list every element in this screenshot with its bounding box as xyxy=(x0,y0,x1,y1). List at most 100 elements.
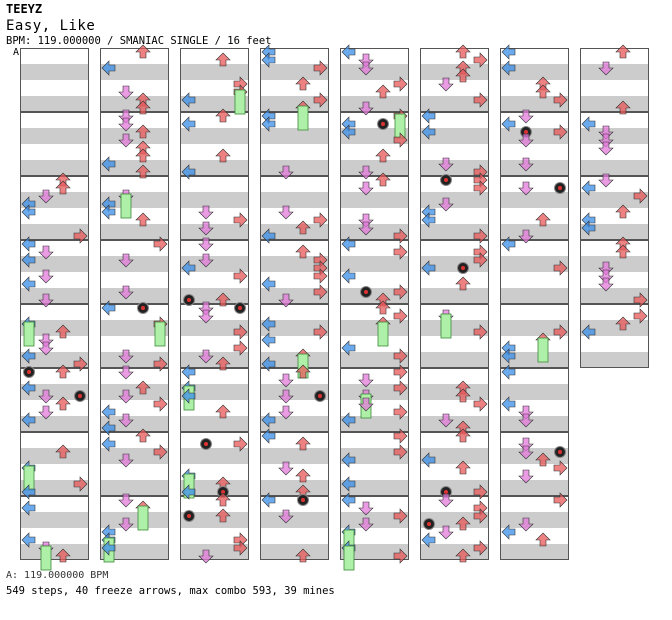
beat-band xyxy=(180,176,249,192)
beat-band xyxy=(100,144,169,160)
right-arrow-icon xyxy=(313,268,328,284)
up-arrow-icon xyxy=(375,84,391,99)
freeze-arrow xyxy=(40,545,52,571)
beat-band xyxy=(500,416,569,432)
freeze-arrow xyxy=(23,321,35,347)
down-arrow-icon xyxy=(598,61,614,76)
right-arrow-icon xyxy=(393,76,408,92)
right-arrow-icon xyxy=(153,396,168,412)
beat-band xyxy=(340,48,409,64)
beat-band xyxy=(340,464,409,480)
beat-band xyxy=(100,160,169,176)
beat-band xyxy=(260,272,329,288)
measure-box xyxy=(260,112,329,176)
up-arrow-icon xyxy=(615,244,631,259)
left-arrow-icon xyxy=(101,404,116,420)
up-arrow-icon xyxy=(455,516,471,531)
beat-band xyxy=(340,384,409,400)
left-arrow-icon xyxy=(261,356,276,372)
beat-band xyxy=(20,288,89,304)
beat-band xyxy=(500,256,569,272)
left-arrow-icon xyxy=(501,116,516,132)
beat-band xyxy=(340,432,409,448)
beat-band xyxy=(180,96,249,112)
mine-core xyxy=(301,498,305,502)
up-arrow-icon xyxy=(55,180,71,195)
left-arrow-icon xyxy=(101,436,116,452)
beat-band xyxy=(260,496,329,512)
right-arrow-icon xyxy=(553,92,568,108)
measure-box xyxy=(420,48,489,112)
beat-band xyxy=(420,48,489,64)
down-arrow-icon xyxy=(598,125,614,140)
right-arrow-icon xyxy=(393,444,408,460)
beat-band xyxy=(100,240,169,256)
measure-box xyxy=(100,176,169,240)
down-arrow-icon xyxy=(278,461,294,476)
beat-band xyxy=(420,416,489,432)
beat-band xyxy=(180,336,249,352)
beat-band xyxy=(500,176,569,192)
beat-band xyxy=(100,80,169,96)
beat-band xyxy=(260,400,329,416)
down-arrow-icon xyxy=(278,373,294,388)
up-arrow-icon xyxy=(295,220,311,235)
step-stats: 549 steps, 40 freeze arrows, max combo 5… xyxy=(6,585,335,597)
up-arrow-icon xyxy=(295,76,311,91)
left-arrow-icon xyxy=(341,340,356,356)
measure-box xyxy=(340,176,409,240)
beat-band xyxy=(340,496,409,512)
beat-band xyxy=(100,272,169,288)
mine-core xyxy=(444,490,448,494)
measure-box xyxy=(180,48,249,112)
up-arrow-icon xyxy=(135,124,151,139)
down-arrow-icon xyxy=(438,493,454,508)
beat-band xyxy=(580,336,649,352)
beat-band xyxy=(260,528,329,544)
beat-band xyxy=(340,336,409,352)
beat-band xyxy=(420,480,489,496)
measure-box xyxy=(20,48,89,112)
left-arrow-icon xyxy=(101,60,116,76)
measure-box xyxy=(420,112,489,176)
measure-box xyxy=(180,496,249,560)
beat-band xyxy=(420,512,489,528)
beat-band xyxy=(180,528,249,544)
freeze-arrow xyxy=(297,105,309,131)
beat-band xyxy=(260,416,329,432)
down-arrow-icon xyxy=(118,117,134,132)
beat-band xyxy=(100,480,169,496)
mine-core xyxy=(524,130,528,134)
left-arrow-icon xyxy=(501,348,516,364)
beat-band xyxy=(100,336,169,352)
beat-band xyxy=(340,320,409,336)
down-arrow-icon xyxy=(598,269,614,284)
beat-band xyxy=(580,256,649,272)
measure-box xyxy=(340,240,409,304)
beat-band xyxy=(260,256,329,272)
measure-box xyxy=(20,368,89,432)
beat-band xyxy=(20,496,89,512)
beat-band xyxy=(180,48,249,64)
down-arrow-icon xyxy=(278,205,294,220)
left-arrow-icon xyxy=(101,300,116,316)
beat-band xyxy=(260,512,329,528)
beat-band xyxy=(100,496,169,512)
beat-band xyxy=(340,352,409,368)
up-arrow-icon xyxy=(135,148,151,163)
up-arrow-icon xyxy=(295,364,311,379)
up-arrow-icon xyxy=(455,44,471,59)
down-arrow-icon xyxy=(518,181,534,196)
beat-band xyxy=(420,272,489,288)
beat-band xyxy=(580,176,649,192)
left-arrow-icon xyxy=(341,44,356,60)
beat-band xyxy=(260,448,329,464)
beat-band xyxy=(180,208,249,224)
measure-box xyxy=(500,304,569,368)
beat-band xyxy=(420,432,489,448)
measure-box xyxy=(500,112,569,176)
mine-core xyxy=(238,306,242,310)
down-arrow-icon xyxy=(518,229,534,244)
measure-box xyxy=(420,176,489,240)
beat-band xyxy=(500,512,569,528)
